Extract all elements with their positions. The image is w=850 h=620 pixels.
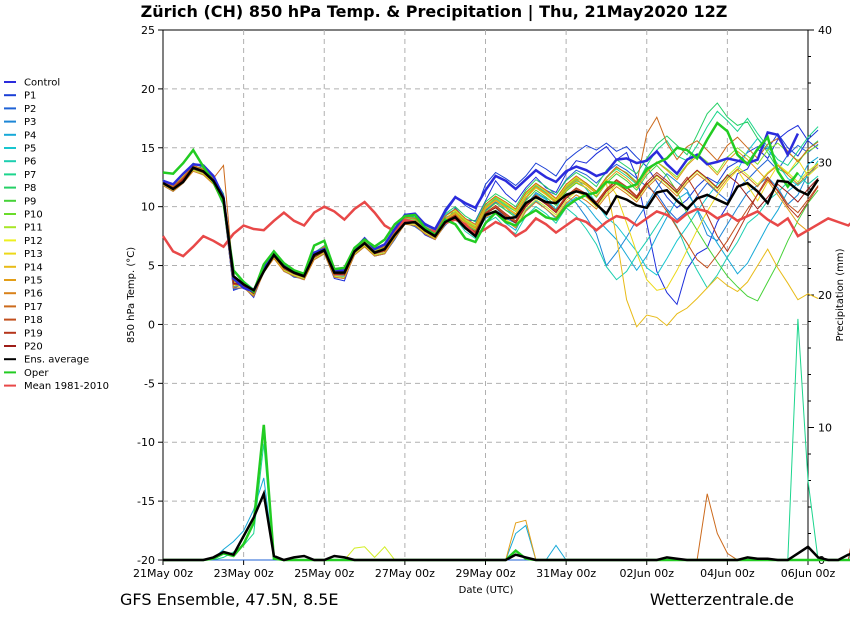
- legend-label: P13: [24, 249, 43, 260]
- y-left-tick-label: -10: [137, 436, 155, 449]
- legend-label: P4: [24, 130, 36, 141]
- x-tick-label: 06Jun 00z: [781, 567, 836, 580]
- x-tick-label: 31May 00z: [536, 567, 596, 580]
- y-left-tick-label: -5: [144, 377, 155, 390]
- legend-label: P20: [24, 342, 43, 353]
- precip-ens-average-line: [163, 489, 850, 562]
- legend-label: P10: [24, 210, 43, 221]
- y-axis-left: 25 20 15 10 5 0 -5 -10 -15 -20: [137, 24, 163, 567]
- legend-label: P17: [24, 302, 43, 313]
- x-tick-label: 04Jun 00z: [700, 567, 755, 580]
- legend-label: P19: [24, 328, 43, 339]
- y-left-tick-label: 15: [141, 142, 155, 155]
- y-left-tick-label: 5: [148, 260, 155, 273]
- x-tick-label: 29May 00z: [455, 567, 515, 580]
- legend-label: P7: [24, 170, 36, 181]
- legend-label: P8: [24, 183, 36, 194]
- y-left-tick-label: 0: [148, 318, 155, 331]
- legend-label: P14: [24, 262, 43, 273]
- x-tick-label: 25May 00z: [294, 567, 354, 580]
- legend-label: P9: [24, 196, 36, 207]
- footer-source: GFS Ensemble, 47.5N, 8.5E: [120, 590, 339, 609]
- y-left-tick-label: 25: [141, 24, 155, 37]
- y-right-tick-label: 40: [818, 24, 832, 37]
- legend-label: P12: [24, 236, 43, 247]
- x-tick-label: 23May 00z: [214, 567, 274, 580]
- legend-label: P3: [24, 117, 36, 128]
- y-right-tick-label: 30: [818, 157, 832, 170]
- ens-average-line: [162, 166, 820, 293]
- legend-label: P2: [24, 104, 36, 115]
- legend-label: P16: [24, 289, 43, 300]
- y-left-tick-label: -15: [137, 495, 155, 508]
- legend-label: P1: [24, 91, 36, 102]
- climate-mean-line: [161, 200, 850, 258]
- legend-label: P6: [24, 157, 36, 168]
- y-axis-right-label: Precipitation (mm): [835, 248, 846, 341]
- y-left-tick-label: 10: [141, 201, 155, 214]
- x-tick-label: 27May 00z: [375, 567, 435, 580]
- legend-label: P18: [24, 315, 43, 326]
- x-axis: 21May 00z 23May 00z 25May 00z 27May 00z 29Ma…: [133, 560, 835, 580]
- y-right-tick-label: 20: [818, 289, 832, 302]
- legend-label: Control: [24, 78, 60, 89]
- y-left-tick-label: -20: [137, 554, 155, 567]
- highlight-series: [161, 121, 850, 562]
- y-left-tick-label: 20: [141, 83, 155, 96]
- oper-line: [162, 121, 799, 294]
- legend-label: P15: [24, 276, 43, 287]
- x-axis-label: Date (UTC): [459, 585, 514, 596]
- legend-label: Oper: [24, 368, 49, 379]
- legend-label: Mean 1981-2010: [24, 381, 109, 392]
- grid: [163, 30, 808, 560]
- legend-label: Ens. average: [24, 355, 89, 366]
- legend: Control P1 P2 P3 P4 P5 P6 P7 P8 P9 P10 P11 P12 P13 P14…: [4, 78, 109, 392]
- x-tick-label: 02Jun 00z: [620, 567, 675, 580]
- legend-label: P11: [24, 223, 43, 234]
- footer-site: Wetterzentrale.de: [650, 590, 794, 609]
- x-tick-label: 21May 00z: [133, 567, 193, 580]
- y-right-tick-label: 10: [818, 422, 832, 435]
- legend-label: P5: [24, 144, 36, 155]
- y-axis-left-label: 850 hPa Temp. (°C): [126, 247, 137, 343]
- chart-title: Zürich (CH) 850 hPa Temp. & Precipitatio…: [141, 2, 728, 22]
